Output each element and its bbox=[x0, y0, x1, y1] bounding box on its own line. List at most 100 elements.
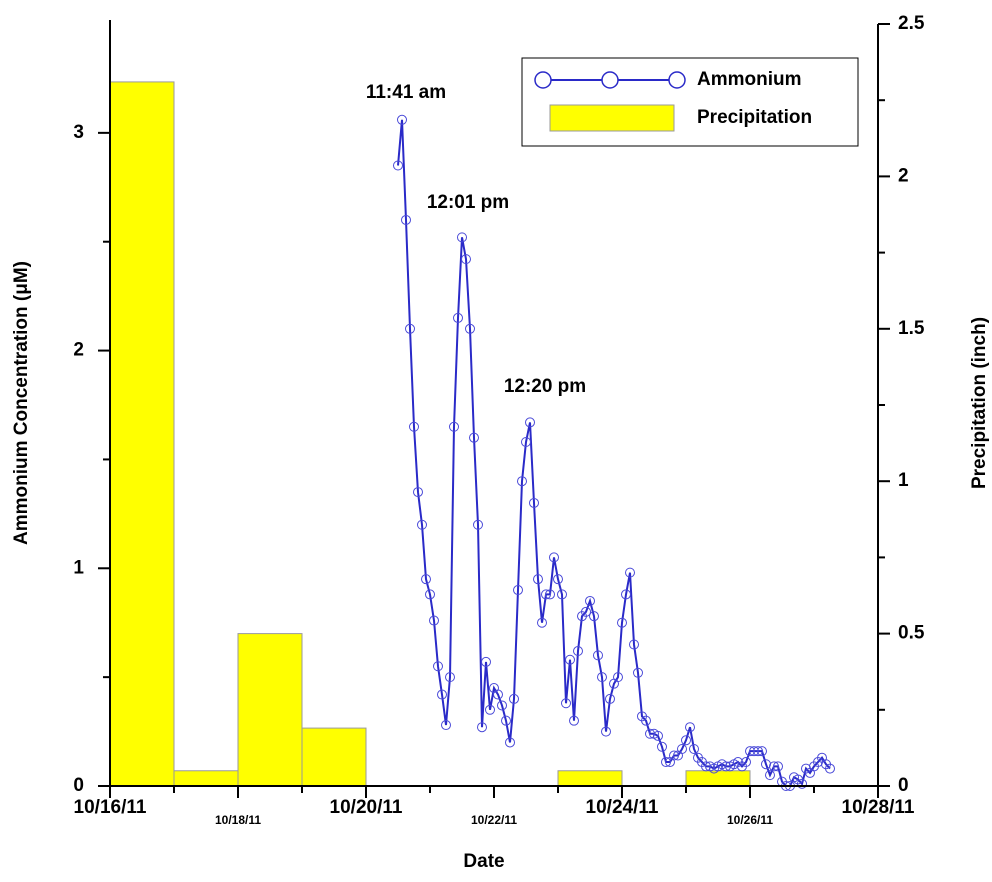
ammonium-point bbox=[465, 323, 475, 334]
ammonium-point bbox=[485, 704, 495, 715]
ammonium-point bbox=[545, 589, 555, 600]
ammonium-point bbox=[553, 574, 563, 585]
ammonium-point bbox=[397, 114, 407, 125]
precipitation-bar bbox=[109, 81, 175, 787]
ammonium-point bbox=[685, 722, 695, 733]
ammonium-point bbox=[469, 432, 479, 443]
y-axis-label: Ammonium Concentration (μM) bbox=[11, 261, 32, 545]
plot-layer bbox=[109, 81, 835, 791]
legend-marker bbox=[668, 71, 686, 89]
x-tick-label: 10/24/11 bbox=[586, 797, 659, 818]
ammonium-point bbox=[509, 693, 519, 704]
ammonium-point bbox=[749, 746, 759, 757]
ammonium-point bbox=[461, 254, 471, 265]
y-tick-label: 1 bbox=[73, 557, 84, 578]
ammonium-point bbox=[565, 654, 575, 665]
ammonium-point bbox=[689, 743, 699, 754]
y2-tick-label: 0 bbox=[898, 775, 909, 796]
legend-box bbox=[521, 57, 859, 147]
y2-tick-label: 0.5 bbox=[898, 623, 925, 644]
ammonium-point bbox=[425, 589, 435, 600]
ammonium-point bbox=[605, 693, 615, 704]
ammonium-point bbox=[677, 743, 687, 754]
ammonium-point bbox=[429, 615, 439, 626]
ammonium-point bbox=[597, 672, 607, 683]
ammonium-point bbox=[505, 737, 515, 748]
legend-label: Ammonium bbox=[697, 69, 802, 90]
ammonium-point bbox=[537, 617, 547, 628]
ammonium-point bbox=[561, 698, 571, 709]
y2-tick-label: 1.5 bbox=[898, 318, 925, 339]
legend-label: Precipitation bbox=[697, 107, 812, 128]
x-tick-label: 10/22/11 bbox=[471, 813, 517, 827]
ammonium-point bbox=[449, 421, 459, 432]
x-tick-label: 10/18/11 bbox=[215, 813, 261, 827]
y2-axis-label: Precipitation (inch) bbox=[969, 317, 990, 489]
x-tick-label: 10/28/11 bbox=[842, 797, 915, 818]
ammonium-point bbox=[753, 746, 763, 757]
ammonium-point bbox=[437, 689, 447, 700]
precipitation-bar bbox=[685, 770, 751, 787]
ammonium-point bbox=[421, 574, 431, 585]
peak-annotation: 12:20 pm bbox=[504, 376, 586, 397]
ammonium-point bbox=[641, 715, 651, 726]
ammonium-point bbox=[625, 567, 635, 578]
ammonium-point bbox=[593, 650, 603, 661]
x-tick-label: 10/20/11 bbox=[330, 797, 403, 818]
ammonium-point bbox=[513, 585, 523, 596]
ammonium-point bbox=[433, 661, 443, 672]
ammonium-point bbox=[761, 759, 771, 770]
ammonium-point bbox=[633, 667, 643, 678]
legend-marker bbox=[601, 71, 619, 89]
y2-tick-label: 1 bbox=[898, 470, 909, 491]
peak-annotation: 11:41 am bbox=[366, 82, 446, 103]
ammonium-point bbox=[525, 417, 535, 428]
ammonium-point bbox=[581, 606, 591, 617]
ammonium-point bbox=[401, 214, 411, 225]
x-tick-label: 10/16/11 bbox=[74, 797, 147, 818]
ammonium-point bbox=[757, 746, 767, 757]
ammonium-point bbox=[601, 726, 611, 737]
ammonium-point bbox=[405, 323, 415, 334]
ammonium-point bbox=[653, 730, 663, 741]
ammonium-point bbox=[701, 761, 711, 772]
ammonium-point bbox=[541, 589, 551, 600]
precipitation-bar bbox=[557, 770, 623, 787]
ammonium-point bbox=[617, 617, 627, 628]
y2-tick-label: 2 bbox=[898, 165, 909, 186]
precipitation-bar bbox=[237, 633, 303, 787]
ammonium-point bbox=[441, 720, 451, 731]
ammonium-point bbox=[477, 722, 487, 733]
ammonium-point bbox=[417, 519, 427, 530]
ammonium-point bbox=[589, 611, 599, 622]
ammonium-line bbox=[397, 119, 831, 787]
ammonium-point bbox=[741, 757, 751, 768]
ammonium-point bbox=[773, 761, 783, 772]
ammonium-point bbox=[569, 715, 579, 726]
ammonium-point bbox=[765, 770, 775, 781]
ammonium-point bbox=[549, 552, 559, 563]
legend-marker bbox=[534, 71, 552, 89]
ammonium-point bbox=[517, 476, 527, 487]
ammonium-point bbox=[657, 741, 667, 752]
ammonium-point bbox=[613, 672, 623, 683]
y-tick-label: 3 bbox=[73, 122, 84, 143]
ammonium-point bbox=[409, 421, 419, 432]
ammonium-point bbox=[521, 437, 531, 448]
ammonium-point bbox=[457, 232, 467, 243]
ammonium-point bbox=[497, 700, 507, 711]
ammonium-point bbox=[585, 595, 595, 606]
ammonium-point bbox=[769, 761, 779, 772]
y-tick-label: 2 bbox=[73, 340, 84, 361]
ammonium-point bbox=[573, 646, 583, 657]
ammonium-point bbox=[533, 574, 543, 585]
ammonium-point bbox=[413, 487, 423, 498]
x-axis-label: Date bbox=[463, 851, 504, 872]
ammonium-point bbox=[473, 519, 483, 530]
ammonium-point bbox=[393, 160, 403, 171]
ammonium-point bbox=[669, 750, 679, 761]
ammonium-point bbox=[493, 689, 503, 700]
ammonium-point bbox=[445, 672, 455, 683]
ammonium-point bbox=[481, 656, 491, 667]
